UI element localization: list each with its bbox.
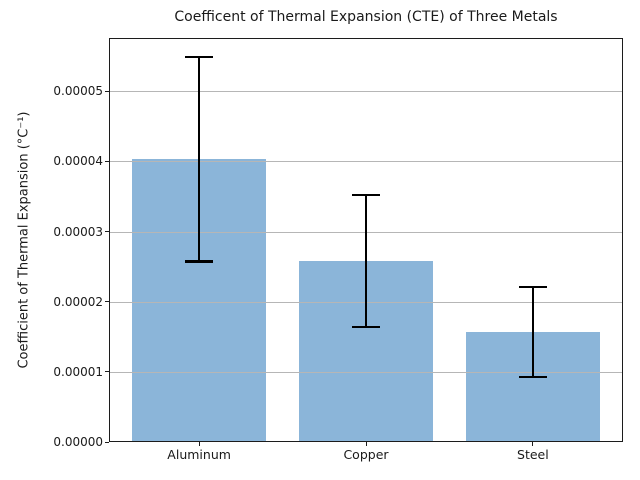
gridline: [109, 161, 623, 163]
error-bar-cap-bottom: [518, 375, 547, 379]
y-tick-mark: [105, 231, 109, 233]
y-tick-label: 0.00001: [53, 364, 103, 379]
x-tick-label: Steel: [517, 447, 549, 462]
error-bar-cap-top: [185, 55, 214, 59]
error-bar-cap-top: [518, 285, 547, 289]
y-tick-mark: [105, 301, 109, 303]
y-tick-label: 0.00000: [53, 435, 103, 449]
y-tick-label: 0.00005: [53, 84, 103, 99]
y-tick-label: 0.00004: [53, 154, 103, 169]
x-tick-label: Copper: [343, 447, 389, 462]
error-bar-line: [197, 56, 201, 262]
y-tick-label: 0.00002: [53, 294, 103, 309]
y-tick-mark: [105, 371, 109, 373]
error-bar-cap-bottom: [185, 260, 214, 263]
error-bar-cap-top: [352, 193, 380, 197]
gridline: [109, 371, 623, 373]
x-tick-label: Aluminum: [167, 447, 231, 462]
x-tick-mark: [198, 442, 200, 446]
gridline: [109, 91, 623, 93]
y-tick-mark: [105, 160, 109, 162]
y-tick-mark: [105, 441, 109, 443]
y-axis-label: Coefficient of Thermal Expansion (°C⁻¹): [16, 111, 32, 369]
y-tick-mark: [105, 90, 109, 92]
x-tick-mark: [532, 442, 534, 446]
chart-title: Coefficent of Thermal Expansion (CTE) of…: [174, 9, 558, 25]
error-bar-line: [364, 195, 368, 327]
error-bar-cap-bottom: [352, 325, 380, 329]
x-tick-mark: [365, 442, 367, 446]
error-bar-line: [531, 286, 535, 377]
y-tick-label: 0.00003: [53, 224, 103, 239]
